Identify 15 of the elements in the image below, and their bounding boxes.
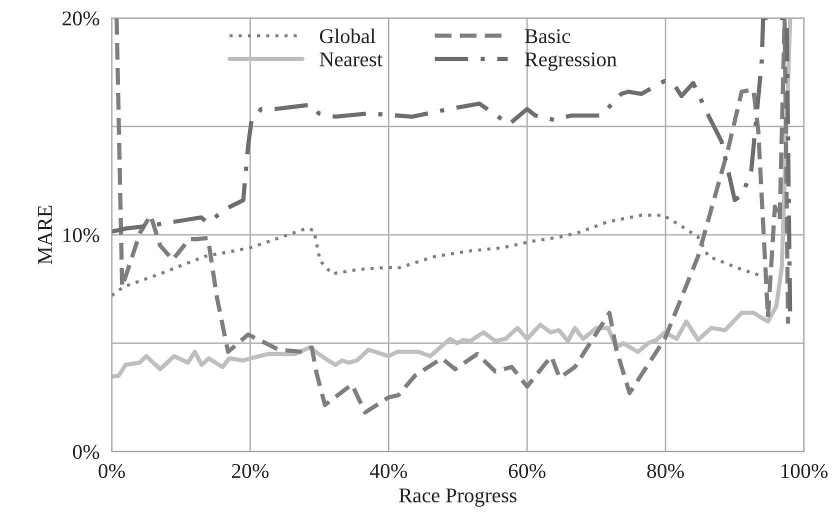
x-tick-label: 80%: [647, 464, 684, 478]
x-tick-label: 100%: [782, 464, 828, 478]
legend-label: Basic: [525, 29, 570, 44]
x-tick-label: 40%: [370, 464, 408, 478]
y-tick-label: 10%: [64, 228, 100, 242]
legend-label: Nearest: [320, 52, 383, 66]
x-tick-label: 0%: [98, 464, 125, 478]
x-tick-label: 60%: [508, 464, 546, 478]
x-axis-title: Race Progress: [399, 488, 516, 507]
y-tick-label: 20%: [62, 11, 100, 26]
y-tick-label: 0%: [72, 444, 100, 460]
y-axis-title: MARE: [38, 206, 52, 264]
x-tick-label: 20%: [232, 464, 269, 478]
legend-label: Global: [320, 28, 376, 44]
legend-label: Regression: [525, 52, 617, 71]
